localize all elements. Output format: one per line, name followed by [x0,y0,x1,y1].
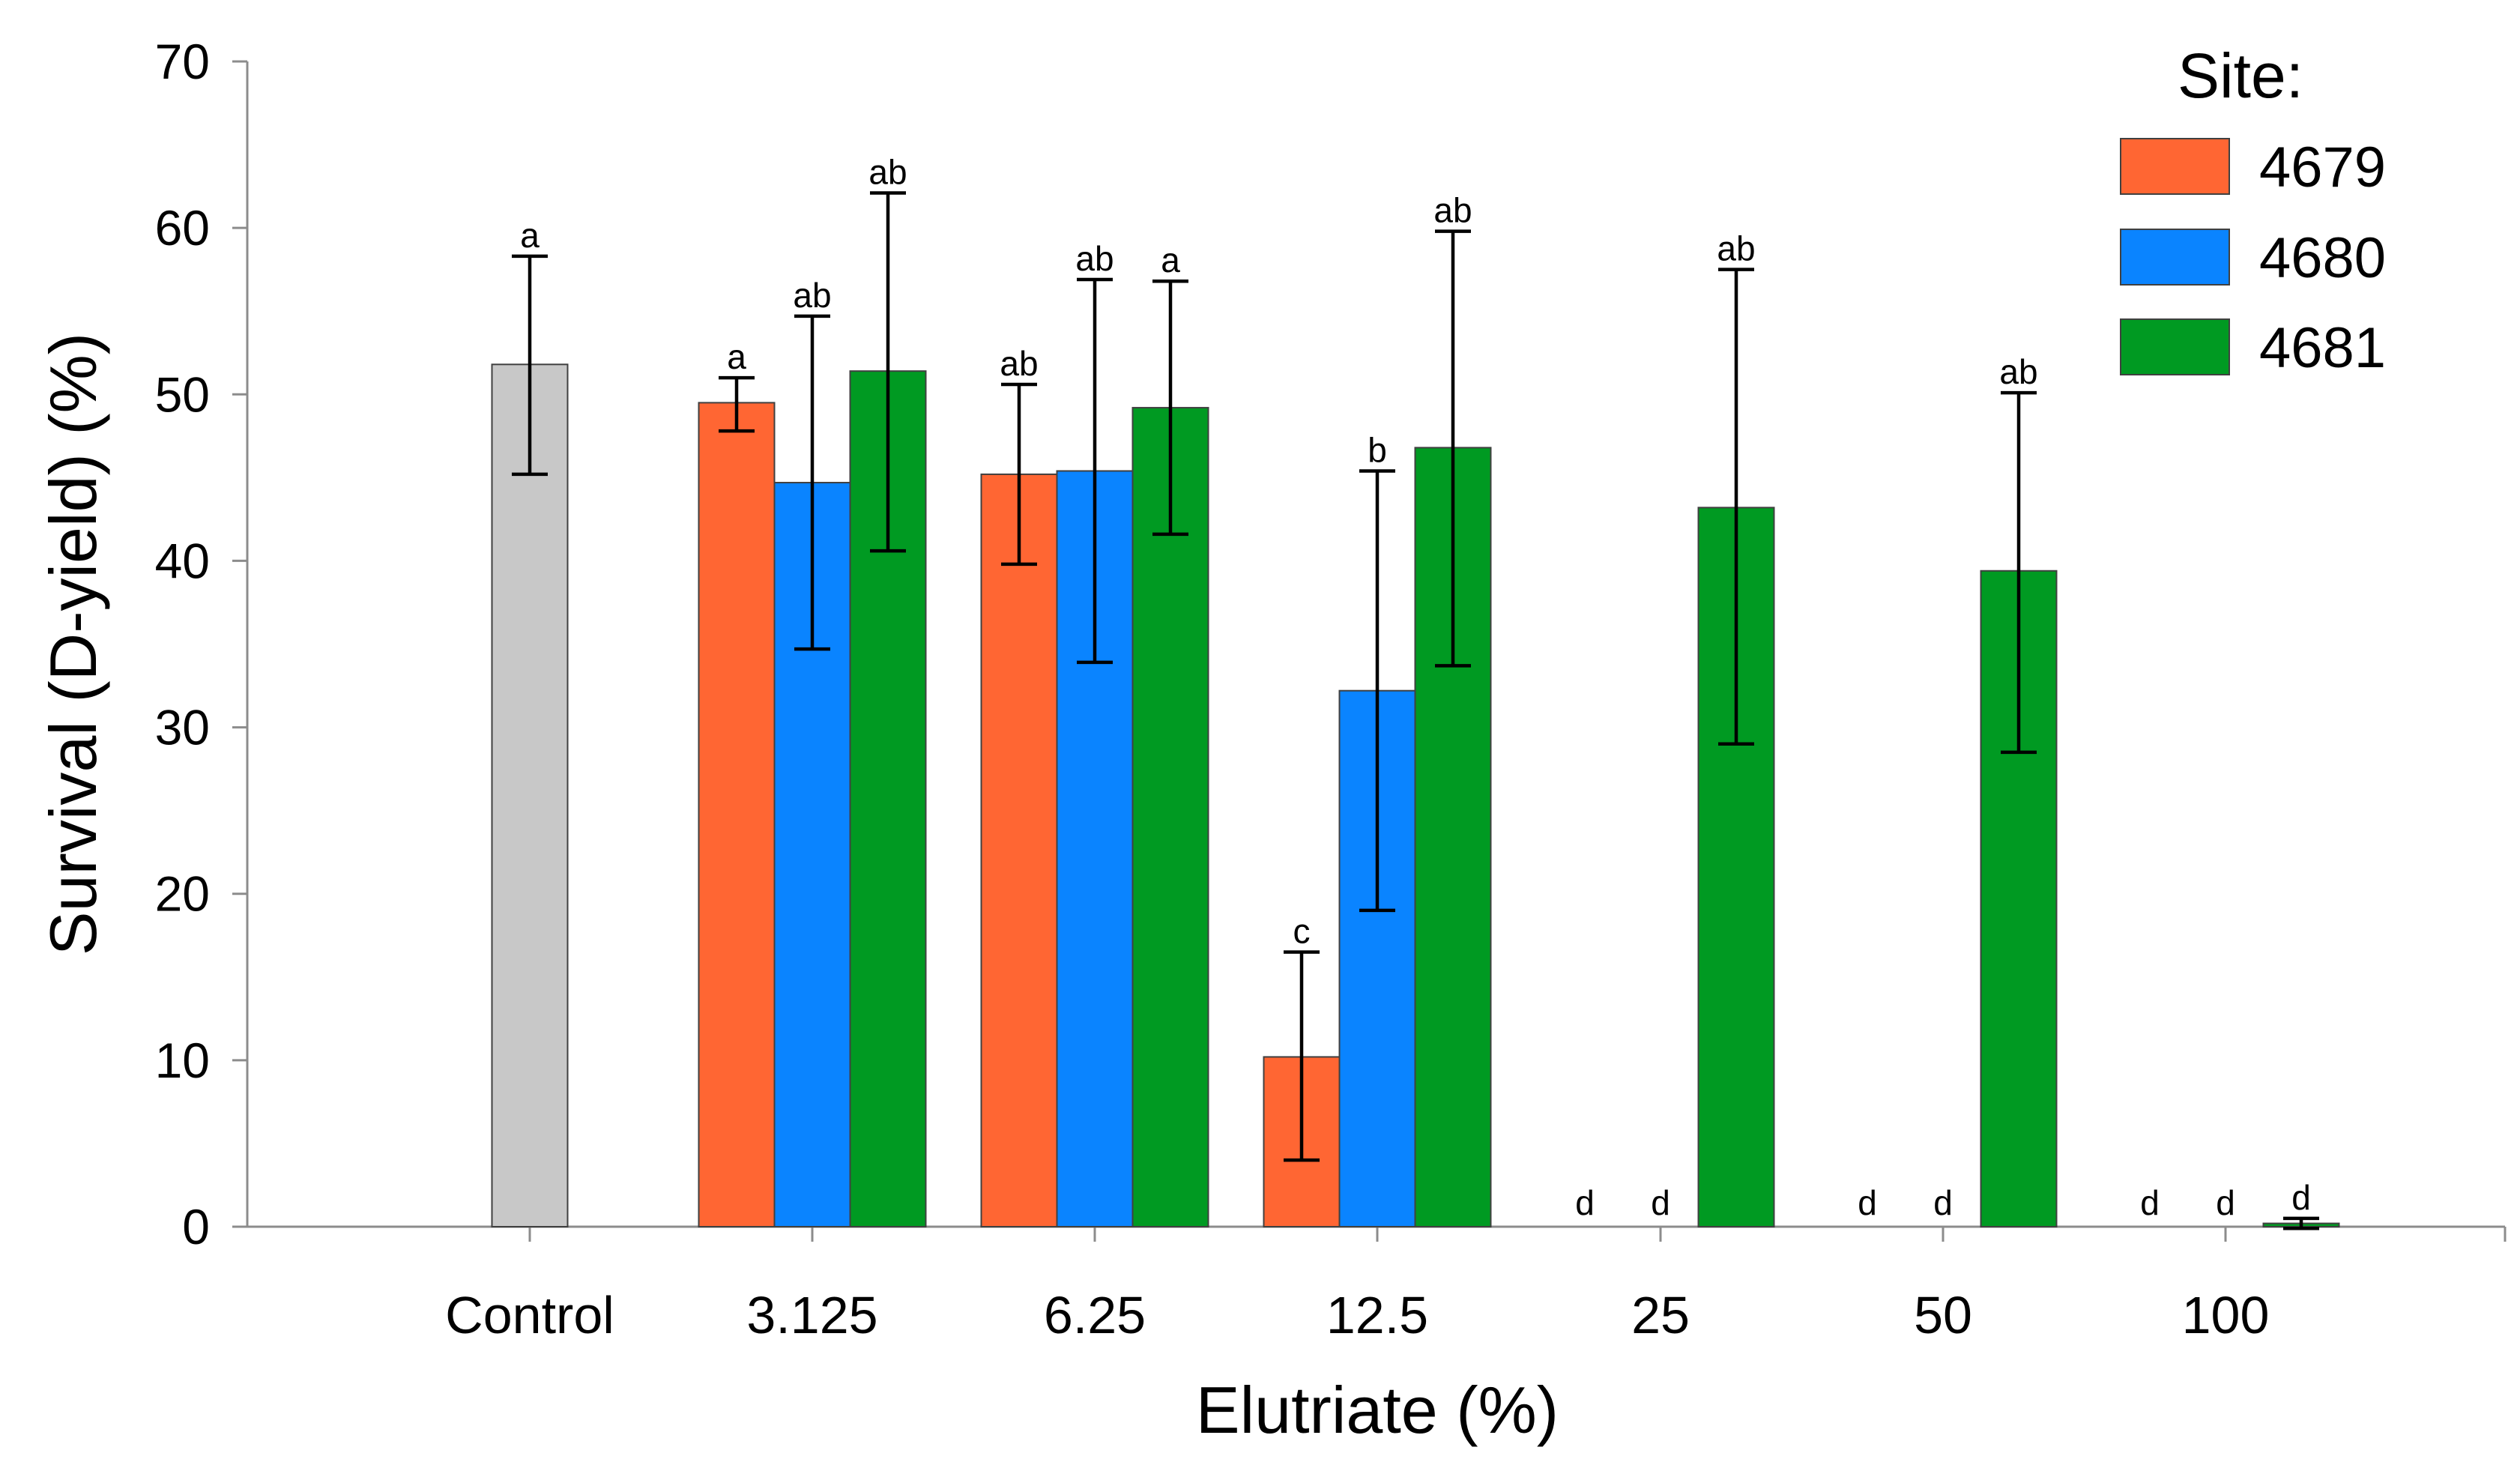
significance-labels: a a ab c d d d ab ab b d d d ab a ab ab ab d [520,152,2311,1222]
y-tick-label: 40 [155,533,210,588]
bar [980,473,1058,1227]
y-tick-label: 50 [155,366,210,422]
significance-label: d [2140,1183,2160,1222]
legend-swatch [2120,229,2230,286]
error-bar [2283,1216,2319,1230]
x-tick-label: 50 [1914,1286,1972,1344]
error-bars [512,191,2319,1230]
bar [1131,407,1209,1227]
significance-label: ab [793,276,831,315]
significance-label: a [520,216,540,255]
x-tick-label: 3.125 [746,1286,877,1344]
legend-label: 4680 [2259,226,2386,290]
y-tick-label: 10 [155,1033,210,1088]
significance-label: a [1161,241,1180,280]
significance-label: b [1368,430,1387,469]
error-bar [2001,390,2037,755]
error-bar [1359,469,1395,913]
error-bar [1718,268,1754,746]
significance-label: ab [1999,352,2037,391]
significance-label: d [2291,1178,2311,1217]
legend: Site: 4679 4680 4681 [2120,40,2386,380]
bar [698,402,776,1228]
x-tick-label: 25 [1631,1286,1690,1344]
significance-label: ab [868,152,907,191]
y-tick-label: 70 [155,34,210,89]
significance-label: ab [1717,229,1755,268]
error-bar [870,191,906,553]
legend-swatch [2120,318,2230,375]
significance-label: d [1858,1183,1877,1222]
y-axis-title: Survival (D-yield) (%) [36,333,110,955]
legend-title: Site: [2178,40,2303,111]
significance-label: d [1933,1183,1953,1222]
significance-label: ab [1000,344,1038,383]
y-tick-label: 30 [155,700,210,755]
error-bar [794,314,830,651]
bar [491,363,569,1227]
error-bar [1077,277,1113,665]
significance-label: ab [1075,239,1114,278]
significance-label: ab [1433,191,1472,230]
y-tick-label: 60 [155,200,210,256]
significance-label: a [727,337,746,376]
error-bar [1284,950,1320,1162]
x-tick-label: Control [445,1286,614,1344]
error-bar [512,254,548,477]
significance-label: c [1293,911,1311,950]
significance-label: d [1651,1183,1670,1222]
legend-label: 4681 [2259,316,2386,380]
legend-swatch [2120,138,2230,195]
x-tick-label: 100 [2182,1286,2270,1344]
x-axis-title: Elutriate (%) [1196,1373,1559,1447]
y-ticks: 0 10 20 30 40 50 60 70 [155,34,247,1254]
y-tick-label: 20 [155,866,210,922]
error-bar [719,375,755,433]
y-tick-label: 0 [182,1199,210,1254]
error-bar [1001,382,1037,567]
x-tick-label: 12.5 [1326,1286,1428,1344]
x-tick-label: 6.25 [1044,1286,1146,1344]
bars [491,363,2340,1228]
error-bar [1435,229,1471,668]
legend-label: 4679 [2259,136,2386,199]
x-ticks: Control 3.125 6.25 12.5 25 50 100 [445,1227,2507,1344]
error-bar [1152,279,1188,537]
significance-label: d [1575,1183,1595,1222]
significance-label: d [2216,1183,2235,1222]
